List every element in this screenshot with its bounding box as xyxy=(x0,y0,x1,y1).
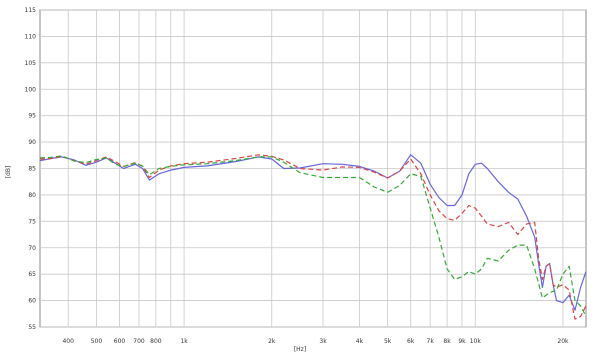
x-tick-label: 2k xyxy=(268,338,276,345)
y-tick-label: 95 xyxy=(28,113,36,120)
y-tick-label: 100 xyxy=(25,86,37,93)
x-tick-label: 8k xyxy=(443,338,451,345)
y-tick-label: 85 xyxy=(28,166,36,173)
series-layer xyxy=(39,154,587,320)
x-tick-label: 700 xyxy=(133,338,145,345)
y-tick-label: 60 xyxy=(28,298,36,305)
x-tick-label: 600 xyxy=(114,338,126,345)
x-tick-label: 7k xyxy=(427,338,435,345)
x-axis-label: [Hz] xyxy=(294,346,306,353)
series-line-3 xyxy=(39,155,587,317)
y-tick-label: 115 xyxy=(25,7,37,14)
x-tick-label: 400 xyxy=(62,338,74,345)
y-tick-label: 75 xyxy=(28,218,36,225)
x-tick-label: 1k xyxy=(180,338,188,345)
y-tick-label: 80 xyxy=(28,192,36,199)
y-tick-label: 70 xyxy=(28,245,36,252)
x-tick-label: 10k xyxy=(470,338,482,345)
y-axis-label: [dB] xyxy=(5,166,12,179)
x-tick-label: 20k xyxy=(557,338,569,345)
y-tick-labels: 55 60 65 70 75 80 85 90 95 100 105 110 115 xyxy=(25,7,37,331)
x-tick-label: 5k xyxy=(384,338,392,345)
x-tick-label: 800 xyxy=(150,338,162,345)
y-tick-label: 90 xyxy=(28,139,36,146)
x-tick-label: 3k xyxy=(319,338,327,345)
x-tick-label: 500 xyxy=(91,338,103,345)
x-tick-labels: 400 500 600 700 800 1k 2k 3k 4k 5k 6k 7k 8k 9k 10k 20k xyxy=(62,338,569,345)
grid xyxy=(40,9,586,328)
x-tick-label: 4k xyxy=(356,338,364,345)
y-tick-label: 65 xyxy=(28,271,36,278)
x-tick-label: 9k xyxy=(458,338,466,345)
y-tick-label: 55 xyxy=(28,324,36,331)
y-tick-label: 105 xyxy=(25,60,37,67)
y-tick-label: 110 xyxy=(25,33,37,40)
series-line-1 xyxy=(39,154,587,311)
x-tick-label: 6k xyxy=(407,338,415,345)
